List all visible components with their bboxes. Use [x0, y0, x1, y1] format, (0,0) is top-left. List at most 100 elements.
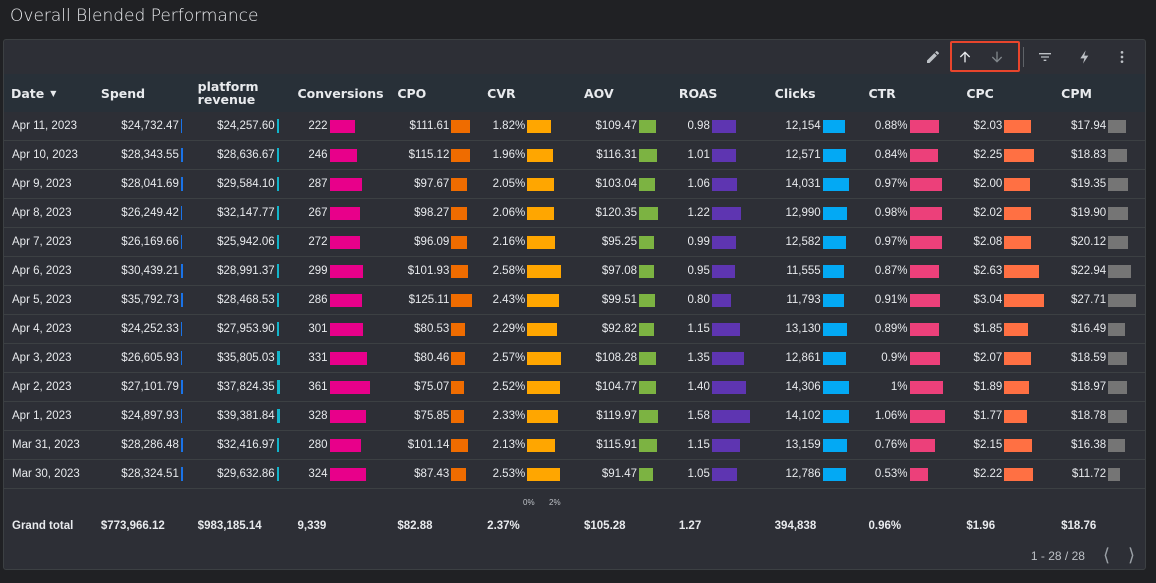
data-bar-cpo [451, 235, 468, 249]
data-bar-ctr [909, 380, 943, 394]
column-header-label: Date [11, 85, 45, 101]
table-row[interactable]: Apr 5, 2023 $35,792.73 $28,468.53 286 $125.1… [4, 286, 1145, 315]
data-bar-cvr [527, 264, 562, 278]
sort-descending-icon[interactable] [986, 46, 1008, 68]
grand-total-conversions: 9,339 [297, 520, 327, 532]
data-bar-spend [180, 438, 183, 452]
cell-value: 11,793 [786, 294, 821, 306]
cell-conversions: 331 [291, 344, 391, 372]
cell-value: 361 [308, 381, 328, 393]
cell-cpo: $80.53 [390, 315, 480, 343]
cell-value: 0.76% [874, 439, 908, 451]
cell-value: 2.16% [492, 236, 526, 248]
cell-value: $18.78 [1070, 410, 1107, 422]
cell-conversions: 301 [291, 315, 391, 343]
column-header-cpo[interactable]: CPO [390, 87, 480, 100]
cell-value: 0.97% [874, 178, 908, 190]
data-bar-revenue [276, 177, 279, 191]
column-header-cpc[interactable]: CPC [959, 87, 1054, 100]
column-header-label: Clicks [774, 85, 816, 101]
cell-date: Apr 7, 2023 [4, 228, 94, 256]
cell-ctr: 0.89% [862, 315, 960, 343]
table-row[interactable]: Apr 7, 2023 $26,169.66 $25,942.06 272 $96.09… [4, 228, 1145, 257]
cell-value: $80.46 [414, 352, 450, 364]
cell-ctr: 0.84% [862, 141, 960, 169]
column-header-ctr[interactable]: CTR [861, 87, 959, 100]
data-bar-revenue [276, 351, 280, 365]
cell-value: 12,582 [785, 236, 821, 248]
cell-value: 2.05% [492, 178, 526, 190]
cell-value: $1.89 [973, 381, 1003, 393]
lightning-icon[interactable] [1074, 46, 1096, 68]
column-header-clicks[interactable]: Clicks [768, 87, 862, 100]
cell-value: 0.53% [874, 468, 908, 480]
table-row[interactable]: Apr 4, 2023 $24,252.33 $27,953.90 301 $80.53… [4, 315, 1145, 344]
cell-value: $116.31 [596, 149, 638, 161]
data-bar-cpo [451, 148, 471, 162]
cell-ctr: 0.53% [862, 460, 960, 488]
column-header-cpm[interactable]: CPM [1054, 87, 1145, 100]
cell-cvr: 2.05% [480, 170, 577, 198]
sort-highlight-box [950, 41, 1020, 72]
data-bar-cpm [1108, 467, 1121, 481]
column-header-cvr[interactable]: CVR [480, 87, 577, 100]
cell-date: Apr 2, 2023 [4, 373, 94, 401]
filter-icon[interactable] [1034, 46, 1056, 68]
cell-value: $28,286.48 [121, 439, 179, 451]
cell-value: $39,381.84 [217, 410, 275, 422]
data-bar-cpc [1004, 322, 1029, 336]
table-row[interactable]: Apr 9, 2023 $28,041.69 $29,584.10 287 $97.67… [4, 170, 1145, 199]
cell-value: 2.53% [492, 468, 526, 480]
data-bar-cvr [527, 177, 555, 191]
cell-revenue: $28,991.37 [191, 257, 291, 285]
cell-value: $87.43 [414, 468, 450, 480]
sort-ascending-icon[interactable] [954, 46, 976, 68]
table-row[interactable]: Apr 3, 2023 $26,605.93 $35,805.03 331 $80.46… [4, 344, 1145, 373]
column-header-date[interactable]: Date ▼ [4, 87, 94, 100]
column-header-revenue[interactable]: platform revenue [191, 80, 291, 106]
pagination-label: 1 - 28 / 28 [1030, 548, 1085, 563]
cell-value: Apr 4, 2023 [12, 323, 72, 335]
cell-value: Apr 3, 2023 [12, 352, 72, 364]
chevron-left-icon[interactable]: ⟨ [1102, 545, 1110, 565]
data-bar-ctr [909, 293, 940, 307]
cell-cpm: $18.59 [1054, 344, 1145, 372]
data-bar-conversions [329, 380, 370, 394]
cell-value: $19.90 [1070, 207, 1107, 219]
cell-date: Apr 8, 2023 [4, 199, 94, 227]
column-header-roas[interactable]: ROAS [672, 87, 768, 100]
data-bar-conversions [329, 438, 361, 452]
cell-value: 0.89% [874, 323, 908, 335]
data-bar-cvr [527, 438, 556, 452]
more-vert-icon[interactable] [1111, 46, 1133, 68]
grand-total-spend: $773,966.12 [100, 520, 165, 532]
column-header-spend[interactable]: Spend [94, 87, 191, 100]
table-row[interactable]: Apr 11, 2023 $24,732.47 $24,257.60 222 $111.… [4, 112, 1145, 141]
cell-value: 1.35 [687, 352, 710, 364]
cell-cvr: 2.13% [480, 431, 577, 459]
table-row[interactable]: Apr 1, 2023 $24,897.93 $39,381.84 328 $75.85… [4, 402, 1145, 431]
cell-value: $27.71 [1070, 294, 1107, 306]
pencil-icon[interactable] [922, 46, 944, 68]
cell-value: Mar 31, 2023 [12, 439, 80, 451]
cell-value: 2.57% [492, 352, 526, 364]
column-header-conversions[interactable]: Conversions [291, 87, 391, 100]
table-row[interactable]: Apr 6, 2023 $30,439.21 $28,991.37 299 $101.9… [4, 257, 1145, 286]
cell-value: 0.98 [687, 120, 710, 132]
table-row[interactable]: Mar 31, 2023 $28,286.48 $32,416.97 280 $101.… [4, 431, 1145, 460]
cell-value: 1.01 [687, 149, 710, 161]
cell-value: $27,101.79 [121, 381, 179, 393]
cell-value: $26,605.93 [121, 352, 179, 364]
data-bar-ctr [909, 177, 942, 191]
cell-value: Apr 8, 2023 [12, 207, 72, 219]
table-row[interactable]: Mar 30, 2023 $28,324.51 $29,632.86 324 $87.4… [4, 460, 1145, 489]
data-bar-cpc [1004, 467, 1034, 481]
table-row[interactable]: Apr 2, 2023 $27,101.79 $37,824.35 361 $75.07… [4, 373, 1145, 402]
data-bar-cpo [451, 177, 468, 191]
column-header-aov[interactable]: AOV [577, 87, 672, 100]
cell-aov: $104.77 [577, 373, 672, 401]
table-row[interactable]: Apr 10, 2023 $28,343.55 $28,636.67 246 $115.… [4, 141, 1145, 170]
chevron-right-icon[interactable]: ⟩ [1127, 545, 1135, 565]
table-row[interactable]: Apr 8, 2023 $26,249.42 $32,147.77 267 $98.27… [4, 199, 1145, 228]
cell-spend: $27,101.79 [94, 373, 191, 401]
